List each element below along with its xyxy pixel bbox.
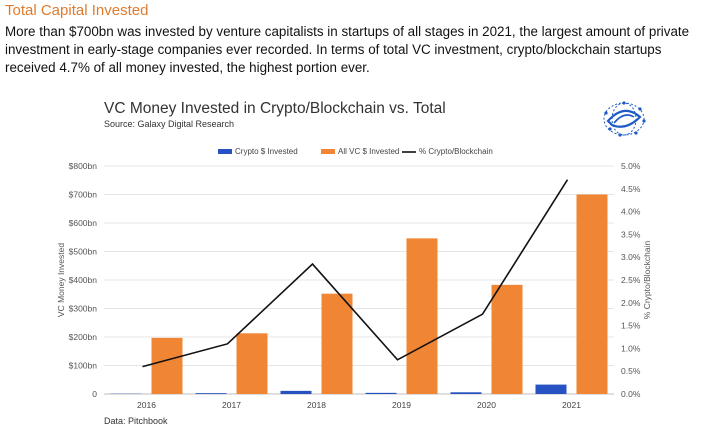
data-source: Data: Pitchbook [104, 416, 168, 426]
legend-label-pct: % Crypto/Blockchain [419, 147, 493, 156]
bar-all-vc-invested [151, 337, 183, 394]
bar-crypto-invested [280, 390, 312, 394]
y2-tick-label: 1.0% [621, 343, 641, 353]
intro-paragraph: More than $700bn was invested by venture… [5, 24, 690, 75]
y2-tick-label: 1.5% [621, 321, 641, 331]
y2-tick-label: 2.5% [621, 275, 641, 285]
y-tick-label: 0 [92, 389, 97, 399]
x-tick-label: 2019 [392, 400, 411, 410]
network-globe-icon [603, 101, 646, 137]
y-tick-label: $600bn [69, 218, 98, 228]
y-axis-label: VC Money Invested [56, 243, 66, 317]
bar-all-vc-invested [491, 284, 523, 394]
y2-axis-label: % Crypto/Blockchain [642, 241, 652, 320]
bar-all-vc-invested [321, 293, 353, 394]
bar-crypto-invested [365, 392, 397, 394]
y-tick-label: $400bn [69, 275, 98, 285]
x-tick-label: 2020 [477, 400, 496, 410]
y-tick-label: $100bn [69, 361, 98, 371]
y-tick-label: $800bn [69, 161, 98, 171]
bar-crypto-invested [450, 392, 482, 394]
legend-swatch-all-vc [321, 149, 335, 154]
section-title: Total Capital Invested [5, 2, 149, 19]
x-tick-label: 2017 [222, 400, 241, 410]
bar-all-vc-invested [406, 238, 438, 394]
x-tick-label: 2018 [307, 400, 326, 410]
y2-tick-label: 3.5% [621, 229, 641, 239]
y-tick-label: $300bn [69, 304, 98, 314]
bar-crypto-invested [535, 384, 567, 394]
bar-crypto-invested [195, 393, 227, 394]
y2-tick-label: 4.5% [621, 184, 641, 194]
bar-all-vc-invested [236, 333, 268, 394]
legend-label-crypto: Crypto $ Invested [235, 147, 298, 156]
y-tick-label: $500bn [69, 247, 98, 257]
y2-tick-label: 4.0% [621, 207, 641, 217]
y-tick-label: $200bn [69, 332, 98, 342]
y-tick-label: $700bn [69, 190, 98, 200]
x-tick-label: 2021 [562, 400, 581, 410]
y2-tick-label: 2.0% [621, 298, 641, 308]
legend-label-all-vc: All VC $ Invested [338, 147, 399, 156]
line-pct-crypto [142, 179, 569, 368]
y2-tick-label: 3.0% [621, 252, 641, 262]
chart-title: VC Money Invested in Crypto/Blockchain v… [104, 100, 446, 117]
bar-all-vc-invested [576, 194, 608, 394]
x-tick-label: 2016 [137, 400, 156, 410]
legend-swatch-crypto [218, 149, 232, 154]
y2-tick-label: 5.0% [621, 161, 641, 171]
y2-tick-label: 0.5% [621, 366, 641, 376]
chart-source: Source: Galaxy Digital Research [104, 119, 235, 129]
y2-tick-label: 0.0% [621, 389, 641, 399]
